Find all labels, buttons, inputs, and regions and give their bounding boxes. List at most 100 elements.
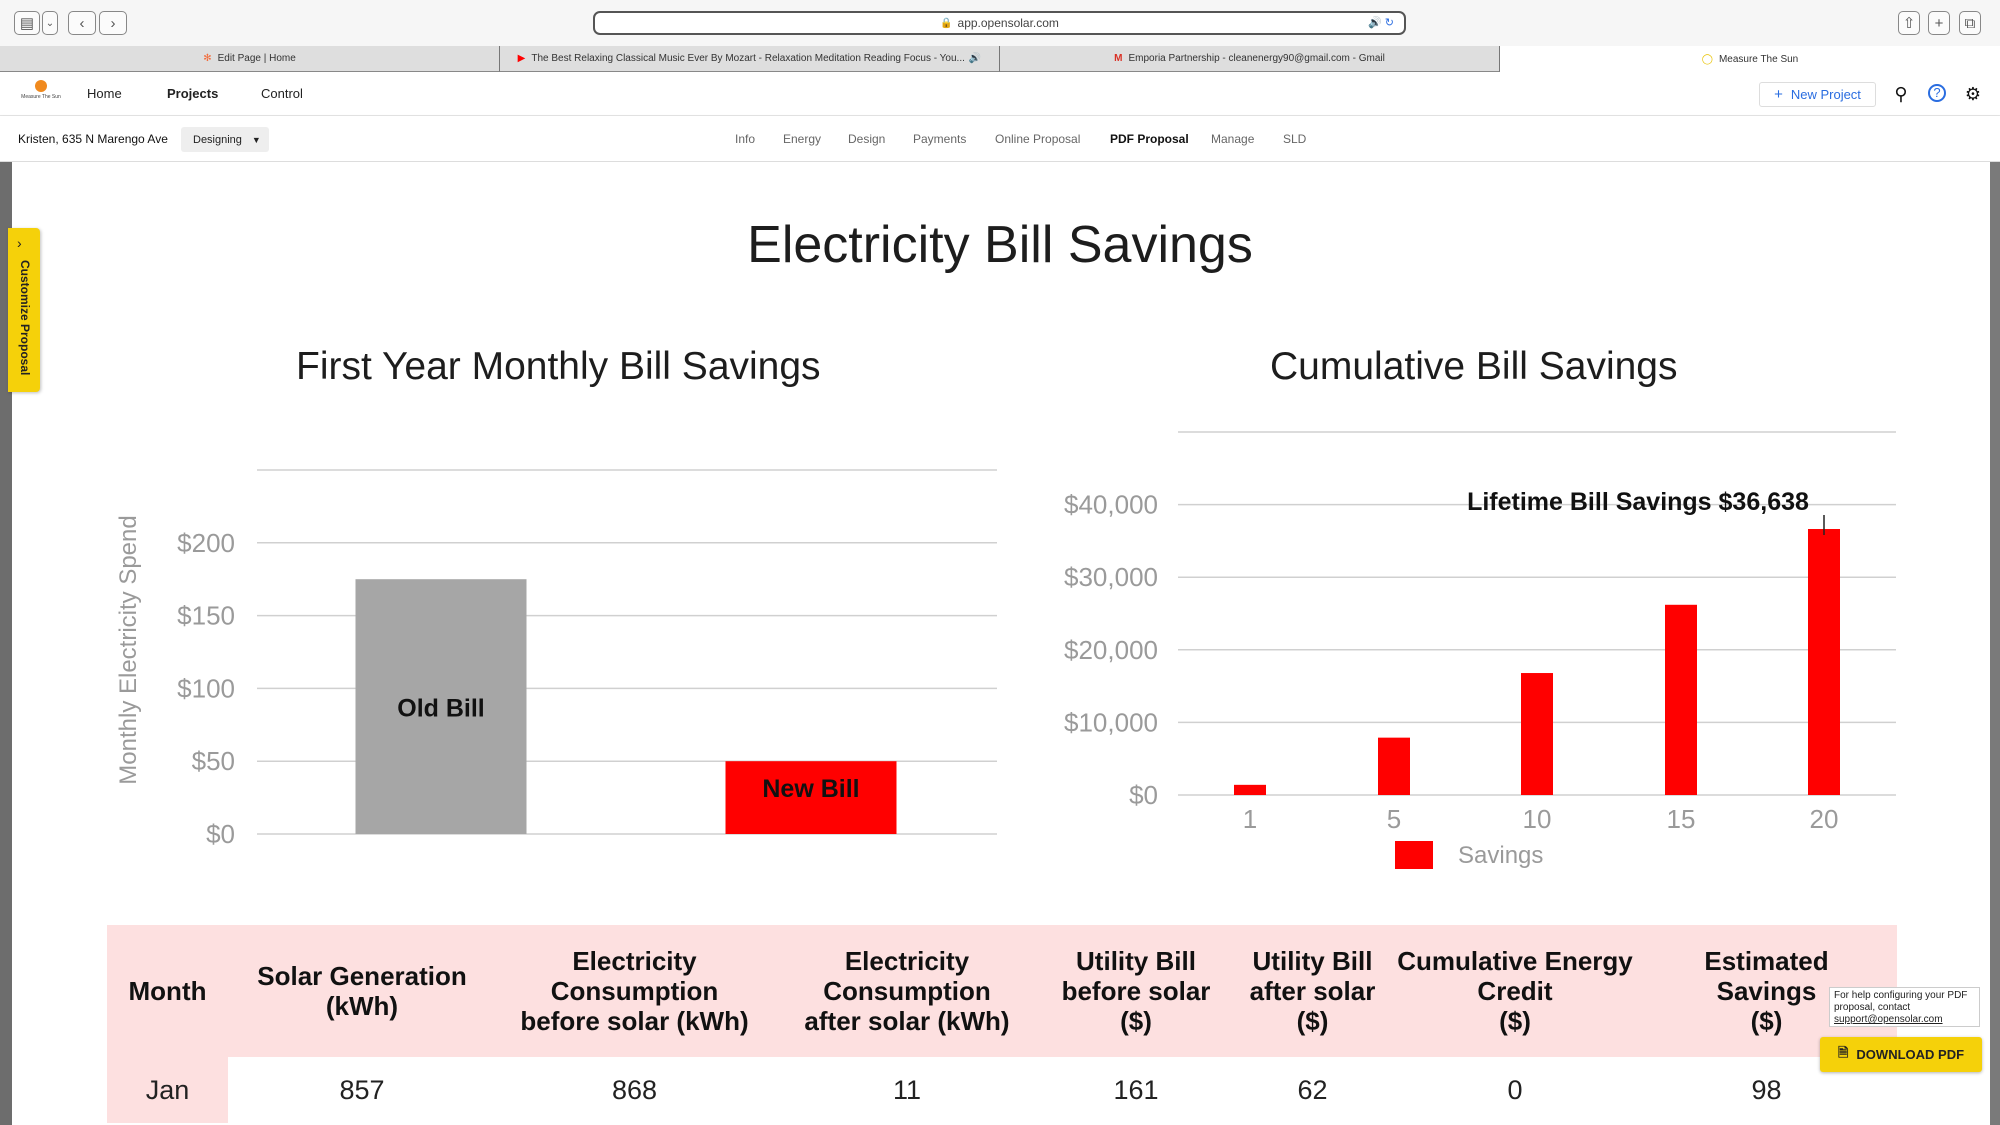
y-tick-label: $0 [1129,780,1158,810]
gear-icon[interactable]: ⚙ [1964,84,1982,104]
legend-label: Savings [1458,842,1543,869]
table-header-cell: Electricity Consumption before solar (kWh) [520,946,749,1036]
new-project-label: New Project [1790,87,1861,102]
project-name: Kristen, 635 N Marengo Ave [18,132,168,146]
chevron-down-icon[interactable]: ⌄ [42,11,58,35]
nav-home[interactable]: Home [87,86,122,101]
customize-proposal-label: Customize Proposal [18,260,32,376]
tab-online-proposal[interactable]: Online Proposal [995,132,1081,146]
chart2-title: Cumulative Bill Savings [1270,345,1678,388]
audio-icon[interactable]: 🔊 ↻ [1368,17,1394,29]
url-text: app.opensolar.com [957,16,1059,30]
chevron-right-icon: › [17,235,22,251]
y-tick-label: $10,000 [1064,707,1158,737]
bar-year-20 [1808,529,1840,795]
download-pdf-label: DOWNLOAD PDF [1856,1047,1965,1062]
table-cell: 161 [1113,1074,1159,1105]
back-icon[interactable]: ‹ [68,11,96,35]
logo-text: Measure The Sun [21,94,61,100]
table-cell: 857 [339,1074,385,1105]
table-cell-month: Jan [145,1074,190,1105]
new-project-button[interactable]: + New Project [1759,82,1876,107]
y-tick-label: $40,000 [1064,490,1158,520]
bar-label: New Bill [762,775,859,803]
address-bar[interactable]: 🔒 app.opensolar.com 🔊 ↻ [593,11,1406,35]
new-tab-icon[interactable]: + [1928,11,1950,35]
youtube-icon: ▶ [517,53,526,64]
tab-pdf-proposal[interactable]: PDF Proposal [1110,132,1189,146]
table-header-cell: Utility Bill before solar ($) [1061,946,1211,1036]
browser-tabs: ✻ Edit Page | Home ▶ The Best Relaxing C… [0,46,2000,72]
bar-old-bill [355,579,527,834]
browser-tab-gmail[interactable]: M Emporia Partnership - cleanenergy90@gm… [1000,46,1500,72]
browser-tab-hubspot[interactable]: ✻ Edit Page | Home [0,46,500,72]
sun-logo-icon [35,80,47,92]
tab-label: Measure The Sun [1718,53,1799,65]
download-pdf-button[interactable]: 🗎 DOWNLOAD PDF [1820,1037,1982,1072]
gmail-icon: M [1114,53,1123,64]
x-tick-label: 15 [1667,804,1696,834]
monthly-bill-chart: $0 $50 $100 $150 $200 Monthly Electricity Spe… [115,469,997,849]
hubspot-icon: ✻ [203,53,212,64]
nav-control[interactable]: Control [261,86,303,101]
x-tick-label: 1 [1243,804,1257,834]
audio-icon: 🔊 [968,53,982,64]
y-tick-label: $0 [206,819,235,849]
help-note: For help configuring your PDF proposal, … [1829,987,1980,1027]
browser-tab-measure-the-sun[interactable]: ◯ Measure The Sun [1500,46,2000,72]
support-email-link[interactable]: support@opensolar.com [1834,1014,1943,1025]
tab-payments[interactable]: Payments [913,132,967,146]
tab-energy[interactable]: Energy [783,132,822,146]
forward-icon[interactable]: › [99,11,127,35]
table-header-cell: Electricity Consumption after solar (kWh) [804,946,1010,1036]
project-header: Kristen, 635 N Marengo Ave Designing ▼ I… [0,116,2000,162]
annotation-label: Lifetime Bill Savings $36,638 [1467,488,1809,516]
table-header-cell: Estimated Savings ($) [1704,946,1829,1036]
page-title: Electricity Bill Savings [747,216,1253,274]
plus-icon: + [1774,86,1783,103]
table-header-cell: Utility Bill after solar ($) [1249,946,1376,1036]
tab-info[interactable]: Info [735,132,756,146]
lock-icon: 🔒 [940,17,953,29]
y-tick-label: $50 [192,746,235,776]
left-margin-bar [0,162,12,1125]
bar-year-15 [1665,604,1697,795]
tab-overview-icon[interactable]: ⧉ [1959,11,1981,35]
y-axis-label: Monthly Electricity Spend [115,515,142,784]
bar-year-1 [1234,784,1266,795]
customize-proposal-tab[interactable]: › Customize Proposal [8,228,40,392]
share-icon[interactable]: ⇧ [1898,11,1920,35]
month-cell-bg [107,1057,228,1123]
help-icon[interactable]: ? [1928,84,1946,102]
y-tick-label: $150 [177,601,235,631]
y-tick-label: $200 [177,528,235,558]
bar-year-10 [1521,673,1553,795]
tab-label: Emporia Partnership - cleanenergy90@gmai… [1128,53,1385,64]
browser-tab-youtube[interactable]: ▶ The Best Relaxing Classical Music Ever… [500,46,1000,72]
bar-label: Old Bill [397,695,485,723]
table-header-row: Month Solar Generation (kWh) Electricity Con… [107,925,1897,1057]
sidebar-toggle-icon[interactable]: ▤ [14,11,40,35]
tab-manage[interactable]: Manage [1211,132,1255,146]
right-scrollbar[interactable] [1990,162,2000,1125]
search-icon[interactable]: ⚲ [1894,84,1908,104]
tab-label: Edit Page | Home [217,53,296,64]
nav-projects[interactable]: Projects [167,86,219,101]
chart1-title: First Year Monthly Bill Savings [296,345,821,388]
table-cell: 0 [1507,1074,1523,1105]
tab-label: The Best Relaxing Classical Music Ever B… [531,53,965,64]
tab-sld[interactable]: SLD [1283,132,1307,146]
y-tick-label: $30,000 [1064,562,1158,592]
company-logo[interactable]: Measure The Sun [18,80,64,110]
table-header-cell: Month [128,976,207,1006]
tab-design[interactable]: Design [848,132,886,146]
x-tick-label: 5 [1387,804,1401,834]
status-dropdown[interactable]: Designing ▼ [181,127,269,152]
y-tick-label: $20,000 [1064,635,1158,665]
status-value: Designing [193,133,242,146]
table-header-cell: Solar Generation (kWh) [257,961,467,1021]
document-icon: 🗎 [1837,1044,1849,1060]
bar-new-bill [725,761,897,834]
table-cell: 62 [1297,1074,1328,1105]
table-header-cell: Cumulative Energy Credit ($) [1397,946,1633,1036]
